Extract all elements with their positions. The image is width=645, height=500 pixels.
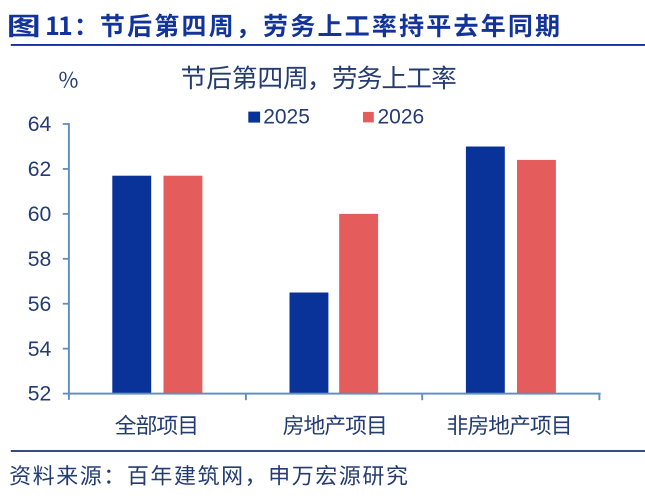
svg-text:60: 60 [28,203,52,226]
svg-text:64: 64 [28,113,52,136]
svg-text:2026: 2026 [378,106,425,129]
svg-text:56: 56 [28,293,52,316]
svg-text:62: 62 [28,158,52,181]
svg-text:58: 58 [28,248,52,271]
svg-text:2025: 2025 [263,106,310,129]
svg-text:54: 54 [28,338,52,361]
svg-text:52: 52 [28,383,52,406]
